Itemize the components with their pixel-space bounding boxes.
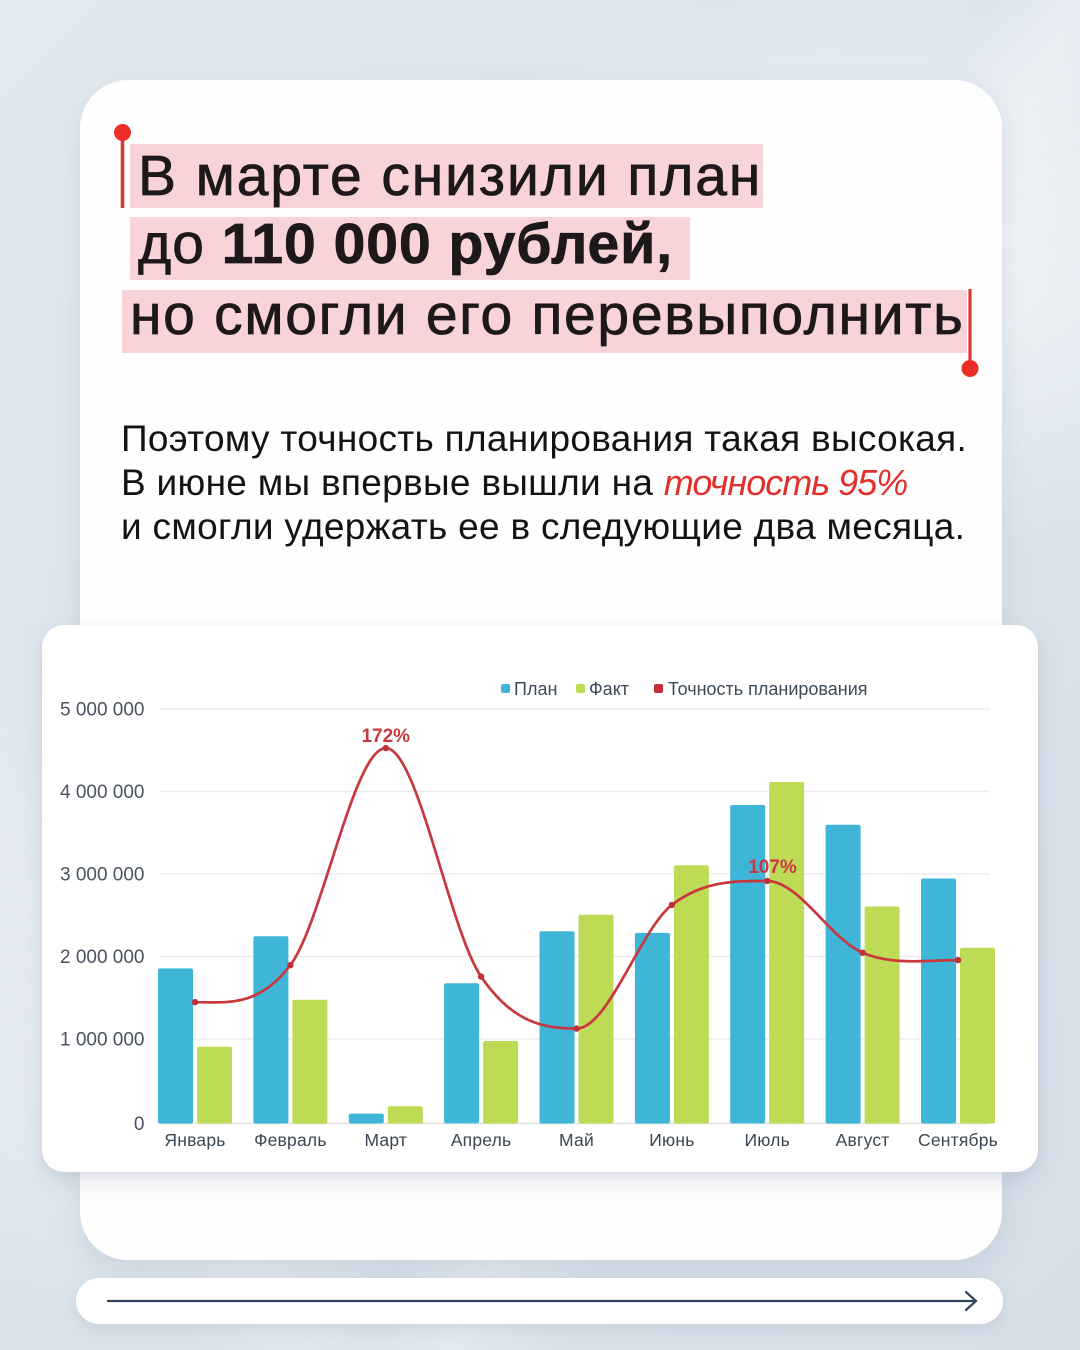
svg-text:4 000 000: 4 000 000 xyxy=(60,782,145,803)
svg-text:Август: Август xyxy=(836,1130,890,1150)
svg-text:107%: 107% xyxy=(748,857,797,878)
svg-text:План: План xyxy=(514,679,557,699)
svg-text:Апрель: Апрель xyxy=(451,1130,512,1150)
svg-text:Январь: Январь xyxy=(164,1130,225,1150)
svg-text:172%: 172% xyxy=(361,726,410,747)
svg-text:0: 0 xyxy=(134,1114,145,1135)
svg-text:2 000 000: 2 000 000 xyxy=(60,947,145,968)
svg-text:1 000 000: 1 000 000 xyxy=(60,1030,145,1051)
svg-text:Факт: Факт xyxy=(589,679,629,699)
svg-text:Июнь: Июнь xyxy=(649,1130,694,1150)
svg-text:Июль: Июль xyxy=(744,1130,789,1150)
svg-text:5 000 000: 5 000 000 xyxy=(60,700,145,721)
svg-text:3 000 000: 3 000 000 xyxy=(60,865,145,886)
svg-text:Февраль: Февраль xyxy=(254,1130,327,1150)
svg-text:Март: Март xyxy=(364,1130,407,1150)
svg-text:Сентябрь: Сентябрь xyxy=(918,1130,998,1150)
svg-text:Точность планирования: Точность планирования xyxy=(668,679,868,699)
svg-text:Май: Май xyxy=(559,1130,594,1150)
